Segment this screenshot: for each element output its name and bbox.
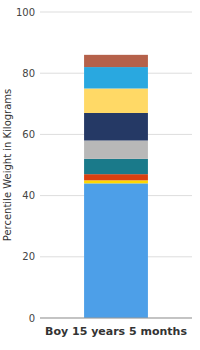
grid-line	[40, 12, 192, 13]
bar-segment	[84, 183, 148, 318]
bar-segment	[84, 55, 148, 67]
tick-label: 80	[22, 68, 35, 79]
tick-label: 100	[16, 7, 35, 18]
tick-label: 20	[22, 251, 35, 262]
bar-segment	[84, 113, 148, 141]
bar-segment	[84, 141, 148, 159]
tick-label: 0	[29, 313, 35, 324]
category-label: Boy 15 years 5 months	[45, 325, 187, 338]
chart: 0 20 40 60 80 100 Boy 15 years 5 months Percent…	[0, 0, 200, 350]
tick-label: 60	[22, 129, 35, 140]
bar-segment	[84, 174, 148, 180]
tick-label: 40	[22, 190, 35, 201]
x-axis-line	[40, 318, 192, 319]
bar-segment	[84, 67, 148, 88]
bar-segment	[84, 159, 148, 174]
bar-segment	[84, 89, 148, 113]
y-axis-label: Percentile Weight in Kilograms	[2, 89, 13, 242]
grid-line	[40, 318, 192, 319]
bar-segment	[84, 180, 148, 183]
